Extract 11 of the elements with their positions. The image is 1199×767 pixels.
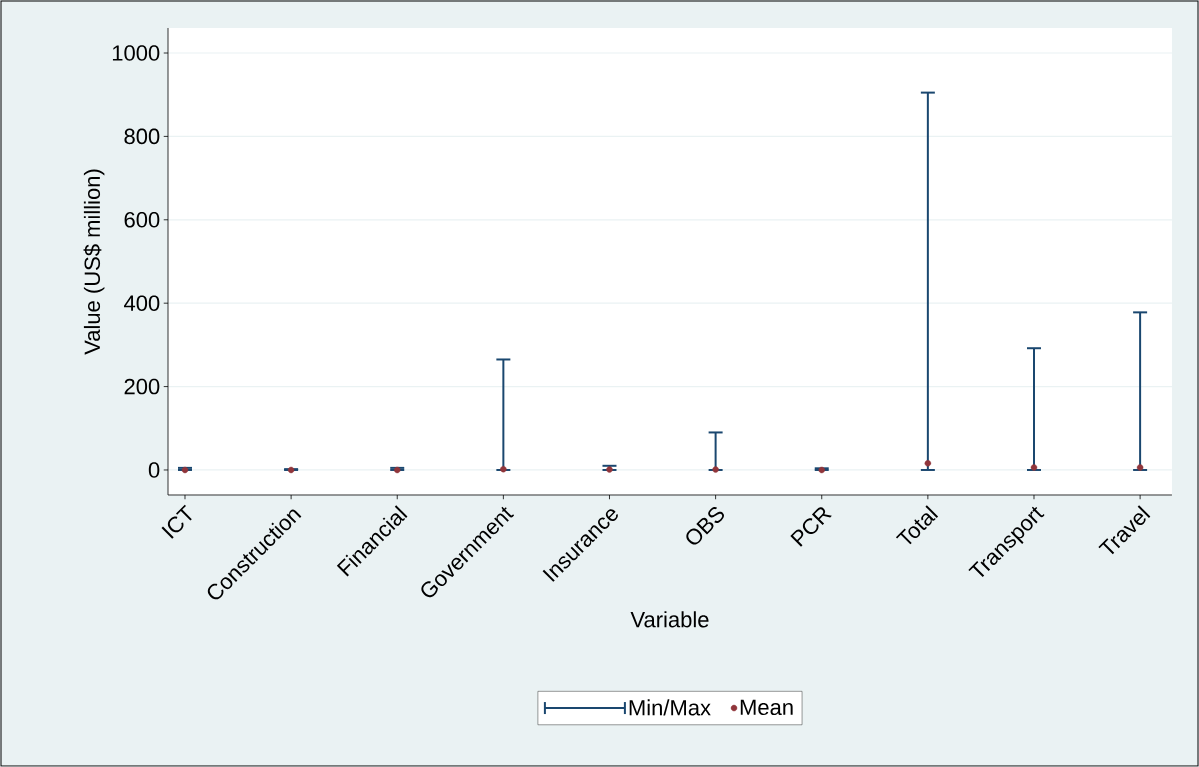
x-tick-label: ICT: [161, 504, 192, 539]
y-tick-label: 200: [124, 378, 160, 395]
y-axis-title: Value (US$ million): [83, 169, 105, 355]
x-axis-title: Variable: [630, 611, 709, 628]
y-tick-label: 400: [124, 295, 160, 311]
legend-label: Mean: [740, 699, 793, 716]
y-tick-label: 800: [124, 128, 160, 145]
y-tick-label: 1000: [112, 45, 160, 61]
y-tick-label: 0: [148, 462, 160, 478]
y-tick-label: 600: [124, 212, 160, 228]
legend-label: Min/Max: [629, 699, 711, 716]
